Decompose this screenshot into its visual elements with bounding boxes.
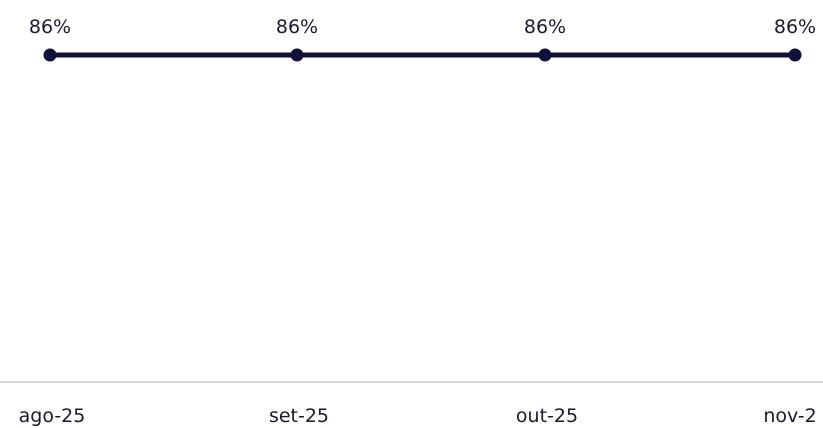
data-label: 86% [29, 16, 71, 38]
data-label: 86% [774, 16, 816, 38]
data-point [43, 48, 57, 62]
data-label: 86% [524, 16, 566, 38]
x-tick-label: nov-2 [763, 405, 816, 427]
data-point [788, 48, 802, 62]
x-tick-label: out-25 [516, 405, 578, 427]
x-tick-layer: ago-25 set-25 out-25 nov-2 [19, 405, 817, 427]
data-label-layer: 86% 86% 86% 86% [29, 16, 816, 38]
x-tick-label: ago-25 [19, 405, 86, 427]
data-label: 86% [276, 16, 318, 38]
x-tick-label: set-25 [269, 405, 329, 427]
data-point [538, 48, 552, 62]
data-point [290, 48, 304, 62]
series-layer [43, 48, 802, 62]
